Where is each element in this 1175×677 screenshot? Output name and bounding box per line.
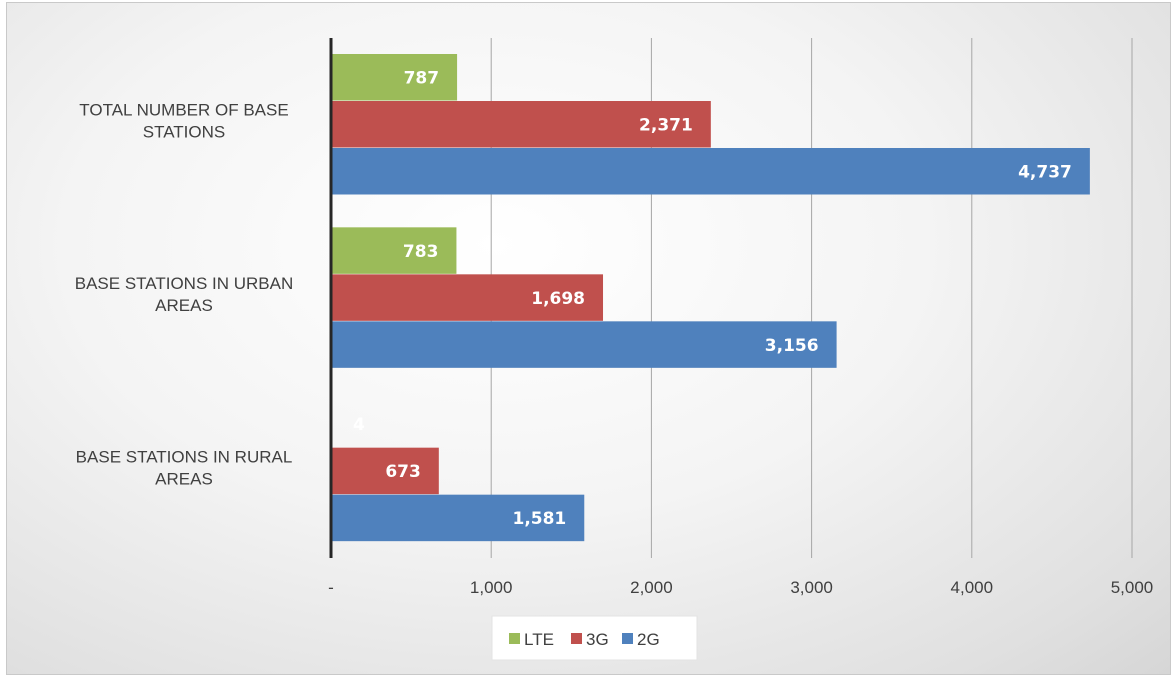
x-tick-label: 4,000 <box>951 578 994 597</box>
category-label-line: AREAS <box>155 469 213 488</box>
bar-lte <box>331 54 458 101</box>
legend-entry: 3G <box>586 630 609 649</box>
data-label: 4 <box>353 415 365 435</box>
data-label: 783 <box>403 242 439 262</box>
x-tick-label: 1,000 <box>470 578 513 597</box>
data-label: 1,581 <box>512 509 566 529</box>
category-label-line: TOTAL NUMBER OF BASE <box>79 101 288 120</box>
legend-entry: LTE <box>524 630 554 649</box>
category-label-line: BASE STATIONS IN URBAN <box>75 274 294 293</box>
data-label: 2,371 <box>639 116 693 136</box>
data-label: 673 <box>385 462 421 482</box>
data-label: 1,698 <box>531 289 585 309</box>
category-label-line: AREAS <box>155 296 213 315</box>
data-label: 3,156 <box>765 336 819 356</box>
x-tick-label: 3,000 <box>790 578 833 597</box>
bar-2g <box>331 321 837 368</box>
category-label-line: BASE STATIONS IN RURAL <box>76 447 293 466</box>
bar-3g <box>331 447 439 495</box>
category-label-line: STATIONS <box>143 123 226 142</box>
bar-2g <box>331 148 1090 195</box>
data-label: 787 <box>404 69 440 89</box>
bar-lte <box>331 227 457 274</box>
data-label: 4,737 <box>1018 163 1072 183</box>
bar-2g <box>331 494 585 542</box>
bar-3g <box>331 274 604 321</box>
chart-svg: TOTAL NUMBER OF BASE STATIONS 787 2,371 4,73… <box>75 38 1154 661</box>
x-tick-label: 2,000 <box>630 578 673 597</box>
category-label: BASE STATIONS IN URBAN AREAS <box>75 274 294 315</box>
bar-3g <box>331 101 711 148</box>
category-label: TOTAL NUMBER OF BASE STATIONS <box>79 101 288 142</box>
legend-box <box>491 615 698 661</box>
legend-swatch <box>622 633 633 644</box>
legend-swatch <box>509 633 520 644</box>
bar-chart: TOTAL NUMBER OF BASE STATIONS 787 2,371 4,73… <box>6 2 1171 675</box>
legend-entry: 2G <box>637 630 660 649</box>
x-tick-label: - <box>328 578 334 597</box>
x-tick-label: 5,000 <box>1111 578 1154 597</box>
legend-swatch <box>571 633 582 644</box>
category-label: BASE STATIONS IN RURAL AREAS <box>76 447 293 488</box>
